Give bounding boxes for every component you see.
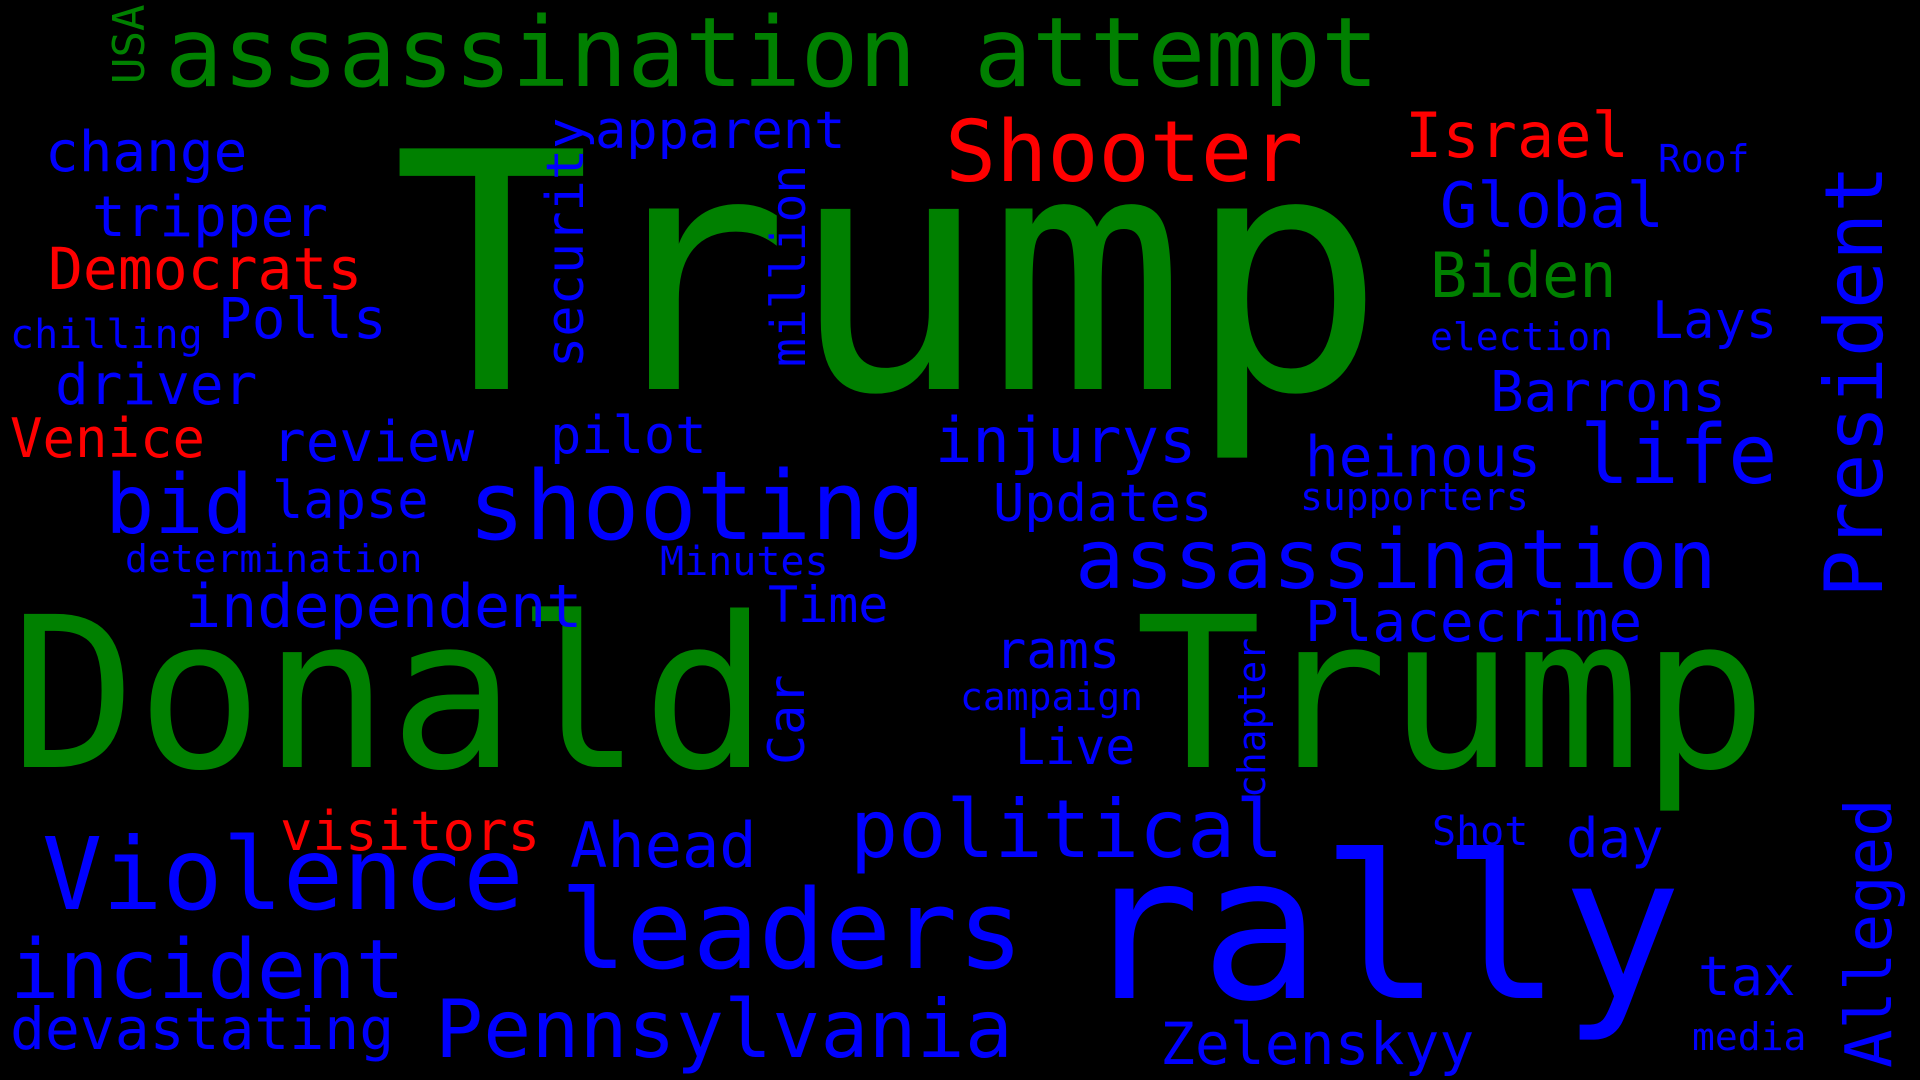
word-israel: Israel [1405,99,1629,172]
word-media: media [1692,1015,1807,1059]
word-shot: Shot [1432,809,1529,855]
word-tax: tax [1698,945,1796,1008]
word-global: Global [1440,169,1664,242]
word-donald: Donald [10,572,769,817]
word-supporters: supporters [1300,475,1529,519]
word-time: Time [768,576,889,634]
word-barrons: Barrons [1490,360,1727,425]
word-minutes: Minutes [660,539,829,585]
word-violence: Violence [42,816,524,933]
word-biden: Biden [1430,239,1617,312]
word-pilot: pilot [550,406,707,466]
word-rams: rams [995,621,1121,681]
word-lays: Lays [1652,291,1778,351]
word-roof: Roof [1658,137,1750,181]
word-political: political [850,783,1284,876]
word-shooting: shooting [468,452,926,562]
word-usa: USA [104,4,155,84]
word-campaign: campaign [960,675,1144,719]
word-day: day [1566,807,1664,870]
word-trump-bottom: Trump [1135,572,1768,817]
word-driver: driver [55,353,258,418]
word-chapter: chapter [1230,637,1274,798]
word-lapse: lapse [272,471,429,531]
word-car: Car [758,674,816,765]
word-pennsylvania: Pennsylvania [435,983,1013,1076]
word-incident: incident [10,923,405,1018]
word-live: Live [1015,718,1136,776]
word-independent: independent [185,572,583,642]
word-heinous: heinous [1305,425,1542,490]
word-review: review [272,410,475,475]
word-rally: rally [1080,813,1683,1046]
word-chilling: chilling [10,312,203,358]
word-trump-top: Trump [392,83,1386,467]
word-shooter: Shooter [945,103,1304,202]
word-venice: Venice [10,407,206,470]
word-polls: Polls [218,287,387,352]
word-zelenskyy: Zelenskyy [1160,1010,1475,1078]
word-change: change [45,120,248,185]
word-democrats: Democrats [48,235,363,303]
word-bid: bid [105,458,254,553]
word-election: election [1430,315,1614,359]
word-president: President [1808,164,1901,598]
word-placecrime: Placecrime [1305,590,1643,655]
word-determination: determination [125,537,423,581]
word-million: million [761,164,817,367]
word-devastating: devastating [10,995,395,1063]
word-assassination: assassination [1075,513,1717,608]
word-apparent: apparent [595,101,846,161]
word-assassination-attempt: assassination attempt [165,0,1379,109]
word-ahead: Ahead [570,809,757,882]
word-tripper: tripper [92,185,329,250]
word-injurys: injurys [935,404,1197,477]
word-updates: Updates [993,474,1213,534]
word-life: life [1580,408,1778,503]
word-alleged: Alleged [1833,798,1907,1068]
word-security: security [536,117,596,368]
word-leaders: leaders [560,866,1024,994]
word-visitors: visitors [280,800,541,863]
